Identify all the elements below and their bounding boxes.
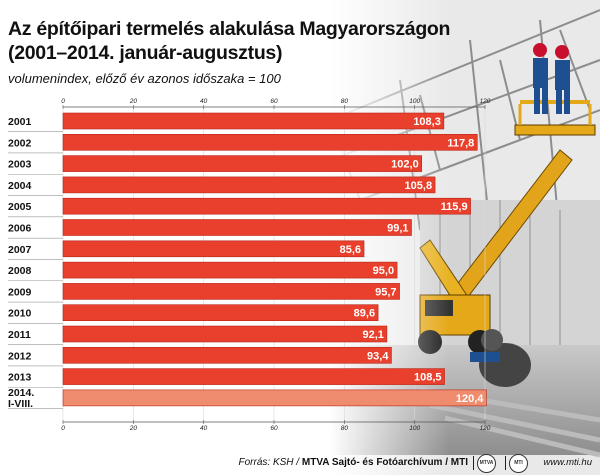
bar <box>62 112 445 130</box>
x-tick-label-bottom: 80 <box>341 425 349 432</box>
x-tick-label-top: 40 <box>200 98 208 105</box>
category-label: 2014. I-VIII. <box>8 387 34 410</box>
category-label-line: 2012 <box>8 350 32 362</box>
category-label-line: 2004 <box>8 180 32 192</box>
category-label: 2009 <box>8 286 32 298</box>
separator <box>504 456 506 470</box>
source-prefix: Forrás: KSH / <box>238 457 302 468</box>
bar-value-label: 92,1 <box>362 329 383 341</box>
chart-title-line1: Az építőipari termelés alakulása Magyaro… <box>8 18 451 40</box>
bar-value-label: 85,6 <box>340 244 361 256</box>
source-org: MTVA Sajtó- és Fotóarchívum / MTI <box>301 457 468 468</box>
chart-subtitle: volumenindex, előző év azonos időszaka =… <box>8 71 281 86</box>
category-label: 2010 <box>8 308 32 320</box>
category-label-line: 2005 <box>8 201 32 213</box>
category-label: 2013 <box>8 372 32 384</box>
x-tick-label-top: 80 <box>341 98 349 105</box>
footer: Forrás: KSH / MTVA Sajtó- és Fotóarchívu… <box>0 452 600 475</box>
category-label-line: 2007 <box>8 244 32 256</box>
bar-value-label: 95,7 <box>375 286 396 298</box>
bar <box>62 346 392 364</box>
category-label: 2004 <box>8 180 32 192</box>
separator <box>472 456 474 470</box>
bar-value-label: 115,9 <box>441 201 468 213</box>
x-tick-label-bottom: 20 <box>129 425 138 432</box>
category-label: 2006 <box>8 223 32 235</box>
bar-value-label: 105,8 <box>405 180 433 192</box>
chart-title-line2: (2001–2014. január-augusztus) <box>8 42 283 64</box>
x-tick-label-bottom: 100 <box>409 425 420 432</box>
bar-value-label: 108,3 <box>413 116 441 128</box>
bar-value-label: 120,4 <box>456 393 484 405</box>
x-tick-label-top: 100 <box>409 98 420 105</box>
category-label-line: 2010 <box>8 308 32 320</box>
category-label-line: 2002 <box>8 137 32 149</box>
category-label-line: 2009 <box>8 286 32 298</box>
mti-logo: MTI <box>509 454 528 473</box>
category-label-line: 2014. <box>8 387 34 399</box>
category-label-line: 2006 <box>8 223 32 235</box>
bar <box>62 155 423 172</box>
bar <box>62 283 400 300</box>
x-tick-label-top: 60 <box>270 98 278 105</box>
category-label-line: 2011 <box>8 329 31 341</box>
x-tick-label-top: 20 <box>129 98 138 105</box>
x-tick-label-top: 0 <box>61 98 65 105</box>
bar <box>62 134 478 151</box>
bar-value-label: 95,0 <box>373 265 394 277</box>
category-label-line: 2003 <box>8 159 32 171</box>
bar <box>62 389 487 407</box>
x-tick-label-bottom: 60 <box>270 425 278 432</box>
category-label-line: I-VIII. <box>8 398 33 410</box>
bar-value-label: 102,0 <box>391 159 419 171</box>
x-tick-label-bottom: 0 <box>61 425 65 432</box>
bar <box>62 219 412 236</box>
category-label-line: 2001 <box>8 116 32 128</box>
category-label: 2012 <box>8 350 32 362</box>
bar <box>62 368 445 385</box>
bar <box>62 197 471 215</box>
category-label: 2011 <box>8 329 31 341</box>
category-label: 2003 <box>8 159 32 171</box>
bar <box>62 304 379 322</box>
bar-value-label: 117,8 <box>447 137 474 149</box>
category-label-line: 2013 <box>8 372 32 384</box>
bar-value-label: 108,5 <box>414 372 442 384</box>
category-label: 2008 <box>8 265 32 277</box>
category-label-line: 2008 <box>8 265 32 277</box>
category-label: 2001 <box>8 116 32 128</box>
bar <box>62 325 388 343</box>
source-credit: Forrás: KSH / MTVA Sajtó- és Fotóarchívu… <box>239 457 468 468</box>
category-label: 2007 <box>8 244 32 256</box>
bar <box>62 261 398 279</box>
x-tick-label-top: 120 <box>480 98 491 105</box>
category-label: 2005 <box>8 201 32 213</box>
x-tick-label-bottom: 120 <box>480 425 491 432</box>
category-label: 2002 <box>8 137 32 149</box>
bar-value-label: 93,4 <box>367 350 389 362</box>
bar <box>62 176 436 194</box>
bar <box>62 240 365 258</box>
x-tick-label-bottom: 40 <box>200 425 208 432</box>
website-link[interactable]: www.mti.hu <box>543 457 592 468</box>
mtva-logo: MTVA <box>477 454 496 473</box>
bar-value-label: 99,1 <box>387 223 408 235</box>
bar-value-label: 89,6 <box>354 308 375 320</box>
